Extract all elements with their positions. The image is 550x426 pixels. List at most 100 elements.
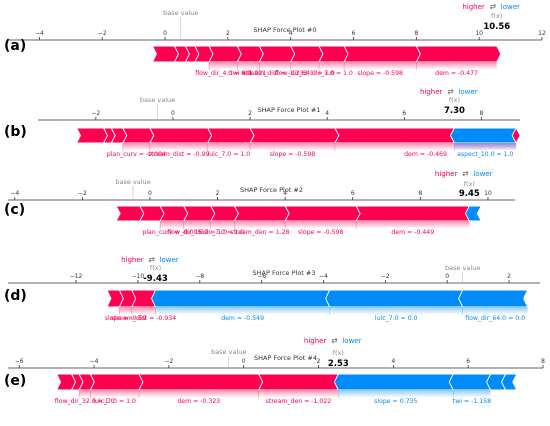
x-tick-label: 8: [418, 190, 422, 197]
plot-title: SHAP Force Plot #3: [253, 269, 316, 277]
positive-feature-bar: [208, 45, 242, 63]
base-value-label: base value: [163, 9, 198, 17]
feature-label-fan: [138, 390, 259, 397]
feature-label-fan: [454, 143, 517, 150]
feature-label-fan: [462, 307, 528, 314]
fx-value: 7.30: [444, 106, 465, 116]
plot-title: SHAP Force Plot #2: [240, 186, 303, 194]
x-tick-label: −6: [15, 358, 24, 365]
feature-label-fan: [119, 307, 132, 314]
base-value-label: base value: [115, 178, 150, 186]
x-tick-label: 8: [414, 30, 418, 37]
feature-label: dem = -0.477: [435, 70, 478, 77]
x-tick-label: −4: [10, 190, 19, 197]
legend-arrows-icon: ⇄: [490, 2, 496, 11]
x-tick-label: 6: [402, 110, 406, 117]
panel-letter: (e): [4, 373, 26, 389]
feature-label-fan: [344, 62, 417, 69]
feature-label: twi = -1.158: [453, 398, 491, 405]
legend-lower: lower: [501, 3, 520, 11]
feature-label: plan_curv = -0.005: [142, 229, 201, 236]
feature-label: slope = -0.598: [298, 229, 344, 236]
x-tick-label: 8: [480, 110, 484, 117]
x-tick-label: −4: [35, 30, 44, 37]
x-tick-label: 8: [541, 358, 545, 365]
x-tick-label: −2: [381, 273, 390, 280]
feature-label: slope = -0.598: [270, 151, 316, 158]
plot-title: SHAP Force Plot #4: [254, 354, 317, 362]
positive-feature-bar: [258, 45, 296, 63]
feature-label-fan: [259, 62, 291, 69]
positive-feature-bar: [257, 373, 343, 391]
negative-feature-bar: [458, 289, 529, 308]
negative-feature-bar: [325, 289, 464, 308]
negative-feature-bar: [449, 127, 517, 144]
x-tick-label: 0: [148, 190, 152, 197]
feature-label: plan_curv = -0.004: [107, 151, 166, 158]
positive-feature-bar: [289, 45, 324, 63]
positive-feature-bar: [138, 373, 264, 391]
feature-label-fan: [290, 62, 319, 69]
feature-label: twi = 1.021: [230, 70, 266, 77]
fx-label: f(x): [464, 180, 475, 188]
x-tick-label: 0: [163, 30, 167, 37]
legend-arrows-icon: ⇄: [462, 169, 468, 178]
legend-lower: lower: [160, 256, 179, 264]
x-tick-label: 2: [216, 190, 220, 197]
feature-label-fan: [122, 143, 150, 150]
x-tick-label: 4: [283, 190, 287, 197]
feature-label-fan: [237, 62, 260, 69]
negative-feature-bar: [333, 373, 454, 391]
panel-letter: (c): [4, 202, 25, 218]
x-tick-label: −6: [257, 273, 266, 280]
feature-label: lulc_7.0 = 1.0: [208, 151, 251, 158]
feature-label-fan: [131, 307, 156, 314]
x-tick-label: 2: [248, 110, 252, 117]
legend-arrows-icon: ⇄: [331, 336, 337, 345]
positive-feature-bar: [415, 45, 502, 63]
negative-feature-bar: [151, 289, 331, 308]
legend-higher: higher: [462, 3, 485, 11]
feature-label-fan: [90, 390, 139, 397]
x-tick-label: −12: [70, 273, 83, 280]
positive-feature-bar: [210, 205, 239, 222]
fx-label: f(x): [449, 96, 460, 104]
positive-feature-bar: [249, 127, 340, 144]
x-tick-label: 6: [352, 30, 356, 37]
x-tick-label: 2: [317, 358, 321, 365]
feature-label: dem = -0.549: [221, 315, 264, 322]
feature-label-fan: [79, 390, 91, 397]
x-tick-label: −2: [78, 190, 87, 197]
feature-label-fan: [329, 307, 463, 314]
feature-label-fan: [149, 143, 208, 150]
legend-lower: lower: [342, 337, 361, 345]
feature-label: lulc_7.0 = 1.0: [201, 229, 244, 236]
plot-title: SHAP Force Plot #1: [258, 106, 321, 114]
legend-arrows-icon: ⇄: [148, 255, 154, 264]
feature-label-fan: [318, 62, 345, 69]
feature-label: slope = -0.59: [105, 315, 147, 322]
base-value-label: base value: [211, 348, 246, 356]
positive-feature-bar: [115, 205, 145, 222]
x-tick-label: 10: [475, 30, 483, 37]
positive-feature-bar: [159, 205, 189, 222]
feature-label-fan: [338, 390, 454, 397]
x-tick-label: 2: [226, 30, 230, 37]
feature-label: slope = -0.598: [357, 70, 403, 77]
feature-label-fan: [160, 221, 184, 228]
feature-label: lulc_7.0 = 1.0: [93, 398, 136, 405]
legend-lower: lower: [458, 88, 477, 96]
fx-label: f(x): [333, 349, 344, 357]
feature-label: flow_dir_4.0 = 0.0: [195, 70, 251, 77]
fx-label: f(x): [150, 264, 161, 272]
positive-feature-bar: [318, 45, 349, 63]
legend-higher: higher: [435, 170, 458, 178]
positive-feature-bar: [149, 127, 213, 144]
fx-value: 10.56: [483, 22, 510, 32]
feature-label: stream_den = -1.022: [266, 398, 332, 405]
feature-label: flow_dir_16.0 = 1.0: [167, 229, 227, 236]
x-tick-label: 0: [171, 110, 175, 117]
positive-feature-bar: [206, 127, 255, 144]
feature-label: aspect_10.0 = 1.0: [457, 151, 513, 158]
